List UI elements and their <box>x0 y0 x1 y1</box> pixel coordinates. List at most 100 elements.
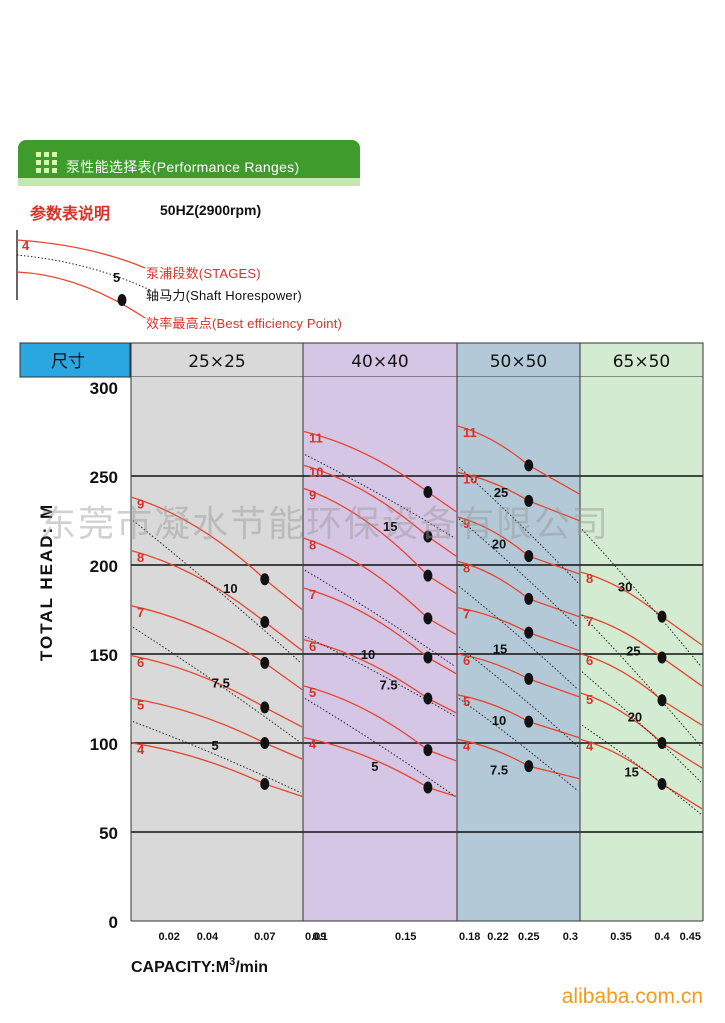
size-header-4 <box>579 342 704 378</box>
hp-label: 7.5 <box>490 763 508 778</box>
hp-label: 30 <box>618 579 632 594</box>
legend-bep-label: 效率最高点(Best efficiency Point) <box>146 316 343 331</box>
hp-line-15 <box>458 585 579 690</box>
y-tick-label: 300 <box>90 379 118 398</box>
stage-label: 9 <box>309 487 316 502</box>
stage-label: 6 <box>463 653 470 668</box>
size-header-2 <box>302 342 458 378</box>
legend-hp-example: 5 <box>113 270 121 285</box>
bep-point <box>423 486 433 499</box>
hp-label: 25 <box>626 643 640 658</box>
bep-point <box>260 777 270 790</box>
hp-label: 15 <box>624 764 638 779</box>
stage-curve-7 <box>131 605 303 691</box>
panel-bg-1 <box>131 377 303 921</box>
x-tick-label: 0.3 <box>563 931 578 943</box>
bep-point <box>524 760 534 773</box>
bep-point <box>423 692 433 705</box>
y-tick-label: 50 <box>99 824 118 843</box>
stage-label: 5 <box>137 698 144 713</box>
panel-bg-2 <box>303 377 457 921</box>
stage-curve-10 <box>303 464 457 557</box>
stage-label: 5 <box>309 685 316 700</box>
hp-label: 20 <box>492 537 506 552</box>
stage-label: 8 <box>586 571 593 586</box>
stage-curve-6 <box>303 639 457 714</box>
hp-line-25 <box>458 466 579 584</box>
hp-line-10 <box>304 569 456 667</box>
x-tick-label: 0.45 <box>680 931 701 943</box>
stage-label: 11 <box>309 431 323 446</box>
section-tab-underline <box>18 178 360 186</box>
y-tick-label: 200 <box>90 557 118 576</box>
hp-label: 15 <box>493 642 507 657</box>
bep-point <box>260 737 270 749</box>
x-tick-label: 0.09 <box>305 931 326 943</box>
hp-label: 25 <box>494 485 508 500</box>
stage-curve-4 <box>131 742 303 798</box>
bep-point <box>423 781 433 794</box>
size-label-3: 50×50 <box>490 352 548 372</box>
stage-curve-6 <box>131 655 303 728</box>
y-tick-label: 0 <box>109 913 118 932</box>
stage-label: 10 <box>463 471 477 486</box>
x-tick-label: 0.1 <box>312 931 327 943</box>
stage-curve-7 <box>303 587 457 675</box>
frequency-label: 50HZ(2900rpm) <box>160 202 262 218</box>
hp-label: 20 <box>628 709 642 724</box>
stage-label: 7 <box>137 605 144 620</box>
bep-point <box>423 530 433 543</box>
hp-line-20 <box>581 671 702 783</box>
stage-label: 6 <box>309 639 316 654</box>
hp-line-15 <box>304 454 456 539</box>
bep-point <box>524 626 534 639</box>
grid-icon <box>36 152 60 176</box>
bep-point <box>260 615 270 628</box>
stage-label: 6 <box>586 653 593 668</box>
stage-label: 4 <box>309 737 317 752</box>
y-tick-label: 100 <box>90 735 118 754</box>
x-tick-label: 0.07 <box>254 931 275 943</box>
hp-label: 10 <box>492 713 506 728</box>
stage-label: 7 <box>309 587 316 602</box>
y-tick-label: 150 <box>90 646 118 665</box>
x-tick-label: 0.35 <box>610 931 631 943</box>
bep-point <box>423 612 433 625</box>
bep-point <box>260 656 270 669</box>
bep-point <box>657 777 667 790</box>
size-label-4: 65×50 <box>613 352 671 372</box>
hp-line-30 <box>581 529 702 667</box>
x-tick-label: 0.25 <box>518 931 539 943</box>
stage-label: 7 <box>463 607 470 622</box>
size-label-2: 40×40 <box>351 352 409 372</box>
legend-stage-example: 4 <box>22 238 30 253</box>
section-title: 泵性能选择表(Performance Ranges) <box>66 159 300 175</box>
stage-label: 8 <box>137 550 144 565</box>
hp-label: 10 <box>223 581 237 596</box>
size-header-cell <box>19 342 131 378</box>
size-label-1: 25×25 <box>188 352 246 372</box>
bep-point <box>524 459 534 472</box>
x-tick-label: 0.18 <box>459 931 480 943</box>
bep-point <box>524 550 534 563</box>
stage-label: 8 <box>463 560 470 575</box>
hp-label: 7.5 <box>380 677 398 692</box>
hp-line-7.5 <box>458 698 579 792</box>
bep-point <box>657 694 667 707</box>
x-axis-label: CAPACITY:M3/min <box>131 956 268 976</box>
stage-label: 4 <box>137 742 145 757</box>
x-tick-label: 0.4 <box>654 931 670 943</box>
bep-point <box>423 651 433 664</box>
stage-curve-5 <box>131 697 303 760</box>
hp-line-5 <box>304 698 456 797</box>
y-tick-label: 250 <box>90 468 118 487</box>
hp-label: 5 <box>371 759 378 774</box>
x-tick-label: 0.04 <box>197 931 219 943</box>
hp-line-10 <box>458 646 579 747</box>
bep-point <box>260 701 270 714</box>
stage-curve-9 <box>303 487 457 595</box>
stage-curve-8 <box>303 537 457 635</box>
stage-curve-8 <box>131 550 303 651</box>
bep-point <box>657 610 667 623</box>
